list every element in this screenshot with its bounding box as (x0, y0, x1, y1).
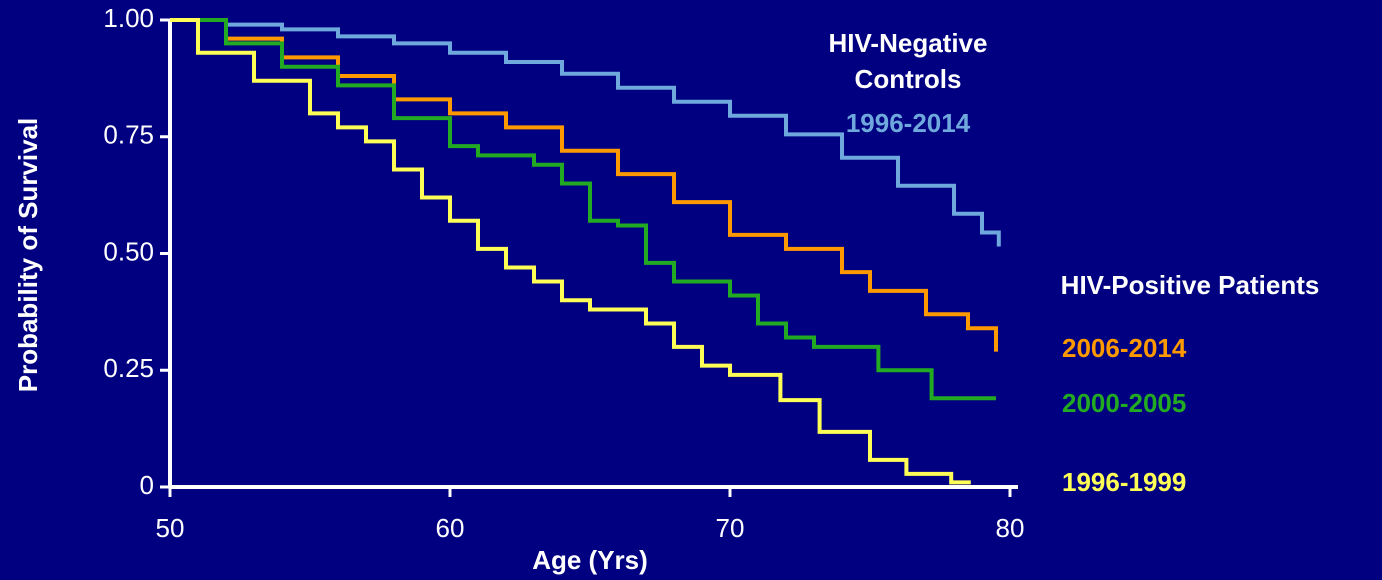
survival-curve (170, 18, 971, 485)
survival-curve (170, 18, 996, 401)
x-tick-label: 80 (996, 513, 1025, 543)
legend-entry: 1996-1999 (1062, 467, 1186, 497)
legend-entry: 1996-2014 (846, 108, 971, 138)
y-tick-label: 1.00 (103, 3, 154, 33)
y-tick-label: 0 (140, 470, 154, 500)
x-axis-label: Age (Yrs) (532, 545, 648, 575)
y-tick-label: 0.75 (103, 120, 154, 150)
survival-curve (170, 18, 1001, 247)
y-tick-label: 0.25 (103, 353, 154, 383)
y-tick-label: 0.50 (103, 236, 154, 266)
legend-entry: 2006-2014 (1062, 333, 1187, 363)
legend-group-title: HIV-Positive Patients (1061, 270, 1320, 300)
y-axis-label: Probability of Survival (13, 118, 43, 393)
survival-curve (170, 18, 998, 352)
legend-group-title: HIV-Negative (829, 28, 988, 58)
legend-group-title: Controls (855, 64, 962, 94)
legend-entry: 2000-2005 (1062, 388, 1186, 418)
x-tick-label: 50 (156, 513, 185, 543)
x-tick-label: 70 (716, 513, 745, 543)
x-tick-label: 60 (436, 513, 465, 543)
